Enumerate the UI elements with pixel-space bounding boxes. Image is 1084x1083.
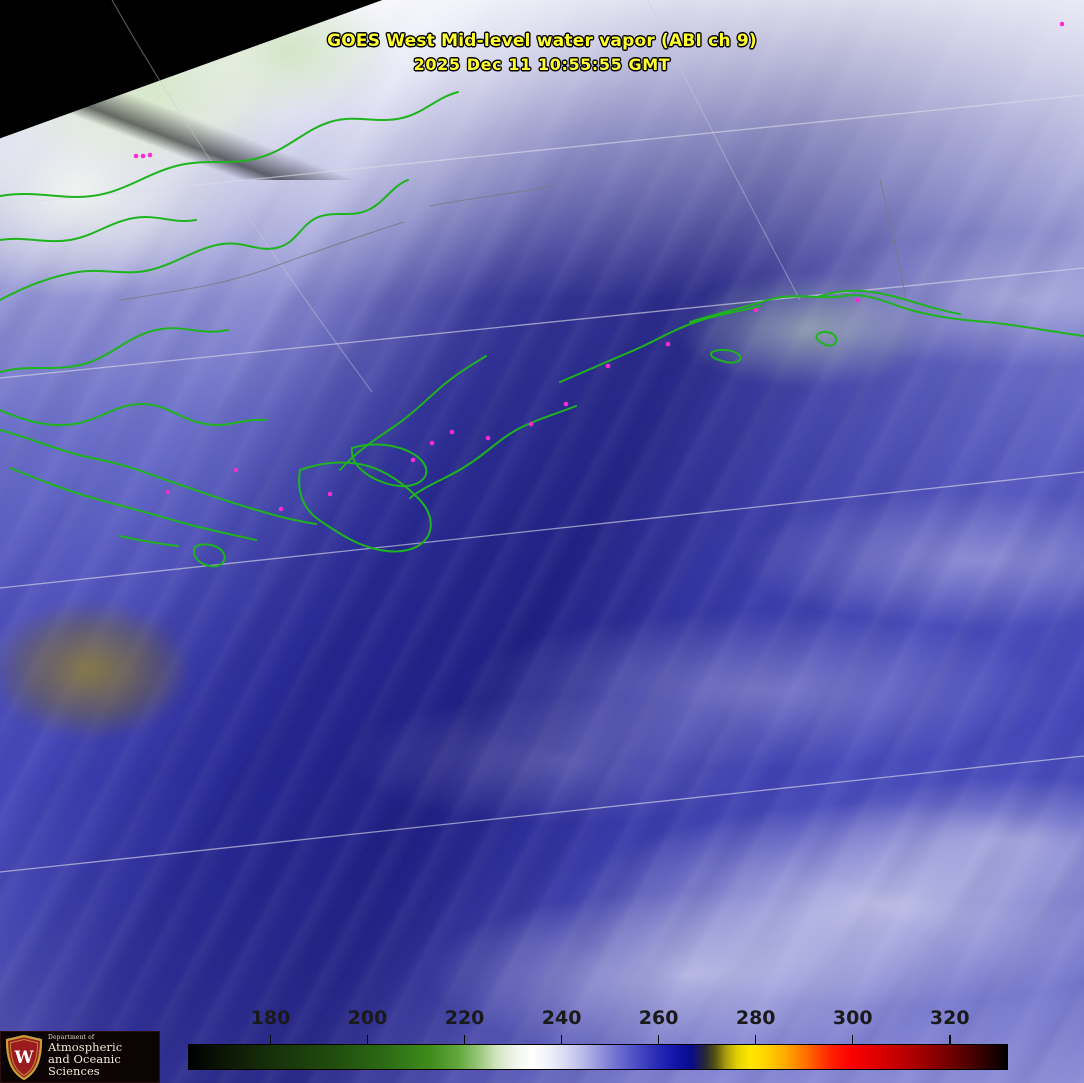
- crest-inner-border: [9, 1038, 39, 1076]
- colorbar-tick-label: 200: [347, 1007, 388, 1029]
- logo-line-oceanic: and Oceanic Sciences: [48, 1051, 121, 1078]
- colorbar-tick-label: 260: [638, 1007, 679, 1029]
- dry-warm-region-patch: [0, 560, 270, 780]
- colorbar-tick: [851, 1035, 854, 1044]
- logo-line-atmospheric: Atmospheric: [48, 1039, 123, 1054]
- colorbar-tick-label: 180: [250, 1007, 291, 1029]
- colorbar-tick-label: 300: [832, 1007, 873, 1029]
- colorbar-tick: [949, 1035, 951, 1044]
- colorbar-tick: [269, 1035, 272, 1044]
- colorbar-tick: [560, 1035, 563, 1044]
- colorbar-tick: [754, 1035, 757, 1044]
- logo-text-block: Department of Atmospheric and Oceanic Sc…: [48, 1035, 159, 1078]
- logo-department-prefix: Department of: [48, 1034, 95, 1042]
- earth-limb-edge: [0, 0, 460, 180]
- cold-cloud-mass-north: [620, 240, 1040, 430]
- colorbar-tick: [463, 1035, 466, 1044]
- colorbar: 180 200 220 240 260 280 300 320: [188, 1007, 1008, 1070]
- uw-crest-icon: W: [4, 1034, 44, 1080]
- colorbar-gradient: [188, 1044, 1008, 1070]
- uw-aos-logo: W Department of Atmospheric and Oceanic …: [0, 1031, 160, 1083]
- colorbar-tick-label: 320: [929, 1007, 970, 1029]
- colorbar-tick: [366, 1035, 369, 1044]
- colorbar-tick-label: 220: [444, 1007, 485, 1029]
- colorbar-tick-label: 240: [541, 1007, 582, 1029]
- crest-letter-w: W: [13, 1048, 34, 1068]
- crest-shield: [5, 1034, 43, 1080]
- colorbar-tick-labels: 180 200 220 240 260 280 300 320: [188, 1006, 1008, 1034]
- colorbar-tick-label: 280: [735, 1007, 776, 1029]
- colorbar-tick-marks: [188, 1035, 1008, 1044]
- colorbar-tick: [657, 1035, 660, 1044]
